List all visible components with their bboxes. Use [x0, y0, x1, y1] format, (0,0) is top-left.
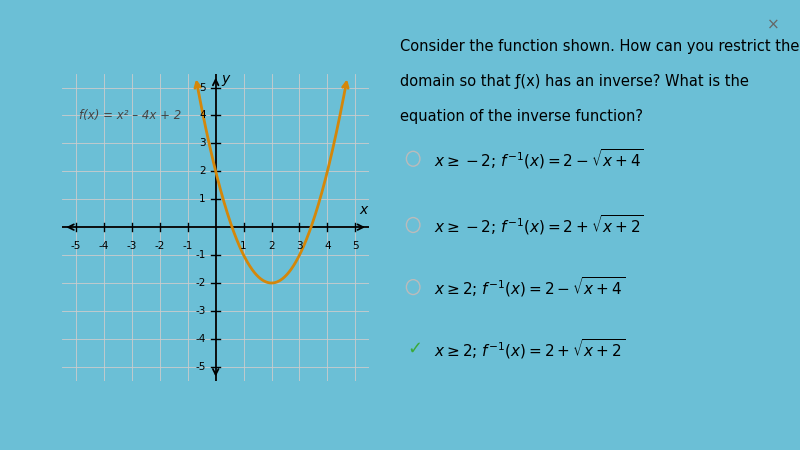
- Text: f(x) = x² – 4x + 2: f(x) = x² – 4x + 2: [79, 109, 181, 122]
- Text: ✓: ✓: [407, 340, 422, 358]
- Text: $x \geq -2$; $f^{-1}(x) = 2 - \sqrt{x+4}$: $x \geq -2$; $f^{-1}(x) = 2 - \sqrt{x+4}…: [434, 147, 644, 171]
- Text: -5: -5: [71, 241, 82, 251]
- Text: 4: 4: [324, 241, 330, 251]
- Text: -2: -2: [154, 241, 165, 251]
- Text: -1: -1: [182, 241, 193, 251]
- Text: $x \geq 2$; $f^{-1}(x) = 2 + \sqrt{x+2}$: $x \geq 2$; $f^{-1}(x) = 2 + \sqrt{x+2}$: [434, 337, 625, 361]
- Text: 1: 1: [199, 194, 206, 204]
- Text: 5: 5: [199, 82, 206, 93]
- Text: y: y: [222, 72, 230, 86]
- Text: 4: 4: [199, 110, 206, 121]
- Text: -5: -5: [195, 362, 206, 372]
- Text: 3: 3: [296, 241, 302, 251]
- Text: $x \geq 2$; $f^{-1}(x) = 2 - \sqrt{x+4}$: $x \geq 2$; $f^{-1}(x) = 2 - \sqrt{x+4}$: [434, 275, 625, 299]
- Text: -1: -1: [195, 250, 206, 260]
- Text: domain so that ƒ(x) has an inverse? What is the: domain so that ƒ(x) has an inverse? What…: [400, 74, 749, 89]
- Text: -3: -3: [126, 241, 137, 251]
- Text: 2: 2: [268, 241, 275, 251]
- Text: $x \geq -2$; $f^{-1}(x) = 2 + \sqrt{x+2}$: $x \geq -2$; $f^{-1}(x) = 2 + \sqrt{x+2}…: [434, 213, 644, 237]
- Text: ×: ×: [767, 18, 779, 32]
- Text: -2: -2: [195, 278, 206, 288]
- Text: 3: 3: [199, 139, 206, 148]
- Text: 2: 2: [199, 166, 206, 176]
- Text: Consider the function shown. How can you restrict the: Consider the function shown. How can you…: [400, 39, 799, 54]
- Text: -4: -4: [195, 334, 206, 344]
- Text: -3: -3: [195, 306, 206, 316]
- Text: equation of the inverse function?: equation of the inverse function?: [400, 109, 643, 124]
- Text: 1: 1: [240, 241, 247, 251]
- Text: 5: 5: [352, 241, 358, 251]
- Text: -4: -4: [98, 241, 109, 251]
- Text: x: x: [359, 203, 368, 217]
